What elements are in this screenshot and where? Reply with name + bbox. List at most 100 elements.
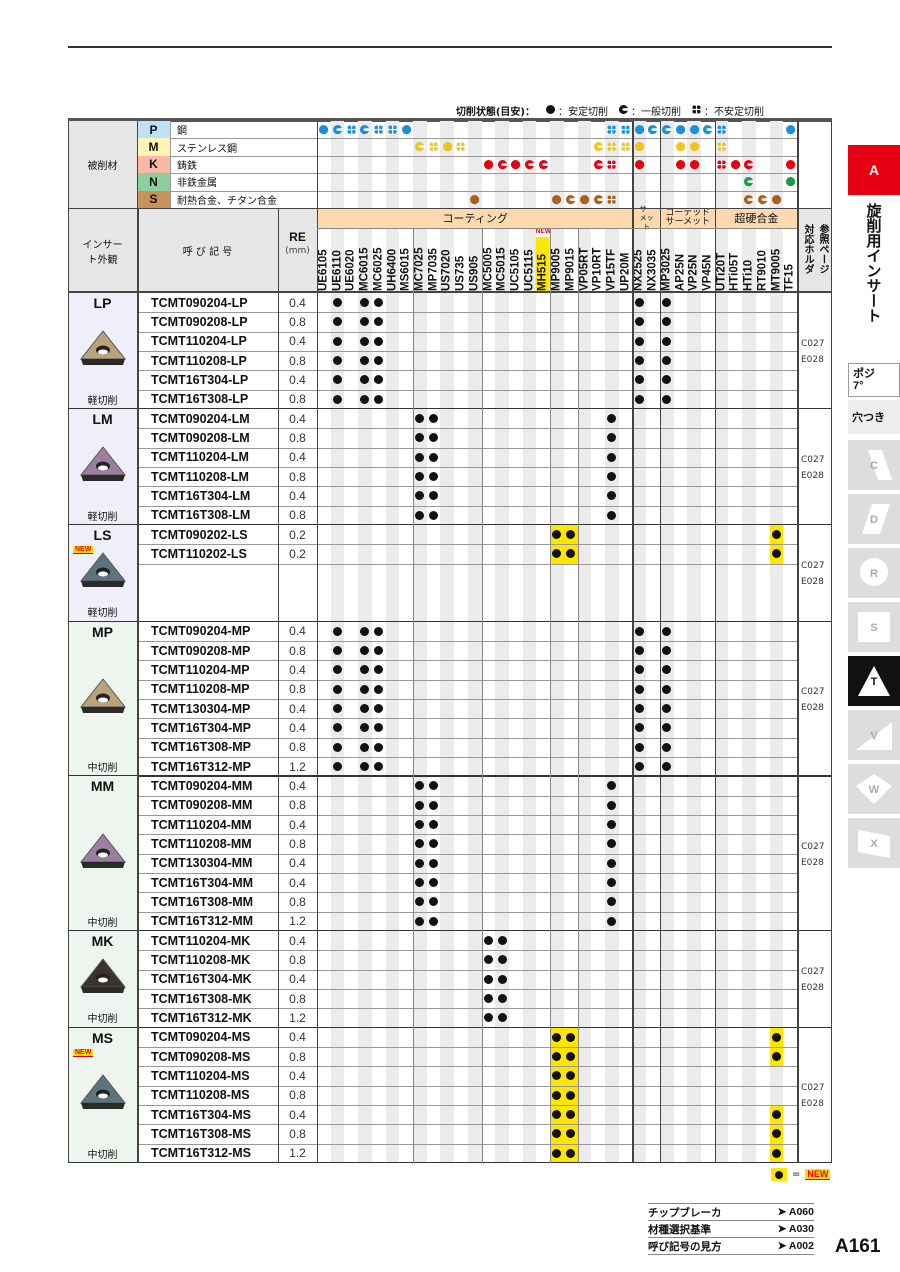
shape-tab-T[interactable]: T <box>848 656 900 706</box>
corner-radius: 0.8 <box>289 430 306 445</box>
insert-code: TCMT090204-MP <box>151 624 251 639</box>
stable-mark-icon <box>632 738 646 757</box>
shape-tab-S[interactable]: S <box>848 602 900 652</box>
insert-code: TCMT16T312-MM <box>151 914 254 929</box>
stable-mark-icon <box>605 448 619 467</box>
stable-mark-icon <box>372 738 386 757</box>
shape-tab-V[interactable]: V <box>848 710 900 760</box>
equals-sign: = <box>792 1169 801 1180</box>
stable-mark-icon <box>372 718 386 737</box>
grade-MC7025: MC7025 <box>413 247 426 291</box>
re-unit: (mm) <box>285 246 310 256</box>
category-超硬合金: 超硬合金 <box>714 208 797 228</box>
insert-code: TCMT110204-MM <box>151 817 252 832</box>
general-condition-icon <box>742 191 756 208</box>
stable-mark-icon <box>358 718 372 737</box>
corner-radius: 0.4 <box>289 1030 306 1045</box>
grade-UC5105: UC5105 <box>509 248 522 291</box>
insert-appearance-label: インサート外観 <box>82 239 123 266</box>
stable-mark-icon <box>632 757 646 776</box>
stable-condition-icon <box>783 173 797 190</box>
row-divider <box>137 698 797 700</box>
cutting-type: 軽切削 <box>87 511 118 523</box>
insert-code: TCMT16T308-MK <box>151 991 252 1006</box>
ref-page: C027 <box>800 561 825 572</box>
stable-mark-icon <box>358 757 372 776</box>
shape-tab-D[interactable]: D <box>848 494 900 544</box>
row-divider <box>137 969 797 971</box>
stable-mark-icon <box>660 351 674 370</box>
row-divider <box>137 795 797 797</box>
general-condition-icon <box>536 156 550 173</box>
grade-VP45N: VP45N <box>701 254 714 291</box>
stable-condition-icon <box>783 121 797 138</box>
stable-mark-icon <box>331 738 345 757</box>
stable-mark-icon <box>495 970 509 989</box>
column-stripe <box>358 121 372 208</box>
stable-mark-icon <box>413 796 427 815</box>
stable-condition-icon <box>440 138 454 155</box>
stable-mark-icon <box>372 312 386 331</box>
grade-US905: US905 <box>468 255 481 291</box>
row-divider <box>137 814 797 816</box>
column-rule <box>68 121 69 1163</box>
row-divider <box>137 370 797 372</box>
stable-condition-icon <box>687 121 701 138</box>
stable-mark-icon <box>605 409 619 428</box>
stable-condition-icon <box>674 138 688 155</box>
row-divider <box>137 563 797 565</box>
row-divider <box>137 950 797 952</box>
insert-code: TCMT110204-MK <box>151 933 251 948</box>
breaker-name-MS: MS <box>92 1029 113 1046</box>
stable-mark-icon <box>495 950 509 969</box>
row-divider <box>137 892 797 894</box>
footer-link[interactable]: 呼び記号の見方 ➤ A002 <box>648 1237 814 1254</box>
column-rule <box>170 121 171 208</box>
stable-mark-icon <box>660 293 674 312</box>
stable-mark-icon <box>358 699 372 718</box>
ref-page: C027 <box>800 338 825 349</box>
corner-radius: 0.8 <box>289 508 306 523</box>
stable-mark-icon <box>660 738 674 757</box>
stable-mark-icon <box>605 486 619 505</box>
breaker-name-LP: LP <box>93 295 112 311</box>
table-top-rule <box>68 118 832 122</box>
column-rule <box>577 228 579 1163</box>
footer-link[interactable]: 材種選択基準 ➤ A030 <box>648 1220 814 1237</box>
shape-tab-C[interactable]: C <box>848 440 900 490</box>
stable-mark-icon <box>550 525 564 544</box>
row-divider <box>137 350 797 352</box>
stable-mark-icon <box>427 506 441 525</box>
footer-link-label: チップブレーカ <box>648 1206 722 1219</box>
stable-mark-icon <box>564 1086 578 1105</box>
corner-radius: 0.8 <box>289 353 306 368</box>
stable-mark-icon <box>413 409 427 428</box>
column-stripe <box>495 228 509 1163</box>
stable-mark-icon <box>413 873 427 892</box>
stable-condition-icon <box>632 156 646 173</box>
footer-link[interactable]: チップブレーカ ➤ A060 <box>648 1203 814 1220</box>
grade-MC5015: MC5015 <box>495 247 508 291</box>
insert-code: TCMT16T304-MS <box>151 1107 252 1122</box>
stable-mark-icon <box>358 622 372 641</box>
row-divider <box>137 1085 797 1087</box>
shape-tab-X[interactable]: X <box>848 818 900 868</box>
stable-mark-icon <box>331 757 345 776</box>
section-tab-A[interactable]: A <box>848 145 900 195</box>
ref-page: C027 <box>800 454 825 465</box>
column-stripe <box>467 121 482 208</box>
stable-mark-icon <box>495 989 509 1008</box>
stable-mark-icon <box>372 370 386 389</box>
general-condition-icon <box>701 121 715 138</box>
general-condition-icon <box>591 156 605 173</box>
column-stripe <box>632 228 647 1163</box>
corner-radius: 0.8 <box>289 991 306 1006</box>
stable-mark-icon <box>358 680 372 699</box>
grade-selection-table: 被削材 P鋼M ステンレス鋼 K 鋳鉄 N 非鉄金属 S 耐熱合金、チタン合金コーティングサーメ… <box>68 118 832 1164</box>
grade-RT9010: RT9010 <box>756 250 769 291</box>
stable-mark-icon <box>482 970 496 989</box>
unstable-condition-icon <box>605 121 619 138</box>
shape-tab-R[interactable]: R <box>848 548 900 598</box>
stable-mark-icon <box>550 1047 564 1066</box>
shape-tab-W[interactable]: W <box>848 764 900 814</box>
